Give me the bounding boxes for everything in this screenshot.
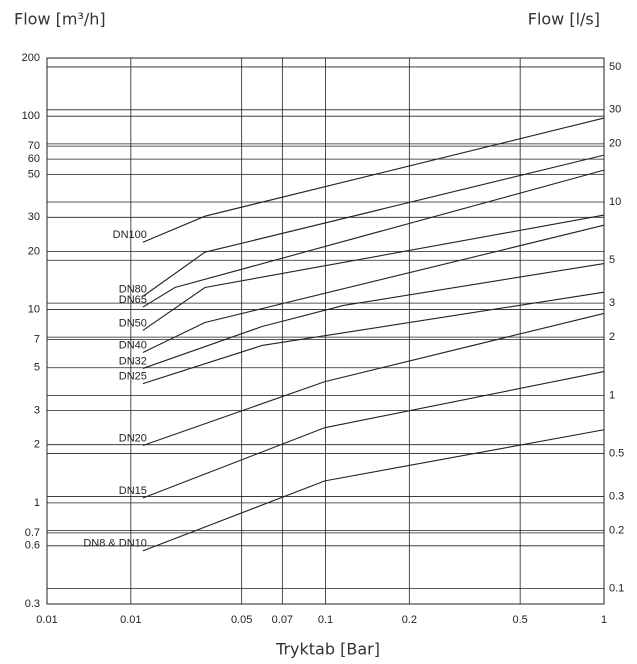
y-tick-label: 30 <box>28 211 40 223</box>
y2-tick-label: 30 <box>609 104 621 116</box>
right-axis-title: Flow [l/s] <box>528 10 600 29</box>
series-line <box>142 262 605 369</box>
series-label: DN40 <box>119 339 147 351</box>
y-tick-label: 1 <box>34 497 40 509</box>
y-tick-label: 7 <box>34 333 40 345</box>
y-tick-label: 70 <box>28 140 40 152</box>
y2-tick-label: 2 <box>609 331 615 343</box>
y2-tick-label: 1 <box>609 389 615 401</box>
y-tick-label: 0.7 <box>25 527 40 539</box>
x-tick-label: 0.2 <box>402 614 417 626</box>
y2-tick-label: 0.1 <box>609 583 624 595</box>
series-line <box>142 291 605 385</box>
series-line <box>142 224 605 353</box>
series-label: DN65 <box>119 294 147 306</box>
series-label: DN20 <box>119 432 147 444</box>
y2-tick-label: 10 <box>609 196 621 208</box>
y-tick-label: 50 <box>28 168 40 180</box>
series-label: DN100 <box>113 229 147 241</box>
left-axis-title: Flow [m³/h] <box>14 10 106 29</box>
x-tick-label: 0.01 <box>120 614 141 626</box>
y-tick-label: 60 <box>28 153 40 165</box>
series-label: DN25 <box>119 371 147 383</box>
series-line <box>142 117 605 243</box>
series-line <box>142 429 605 552</box>
series-line <box>142 371 605 499</box>
series-label: DN80 <box>119 283 147 295</box>
x-tick-label: 0.1 <box>318 614 333 626</box>
y2-tick-label: 0.3 <box>609 490 624 502</box>
y-tick-label: 0.3 <box>25 598 40 610</box>
y-tick-label: 200 <box>22 52 40 64</box>
series-label: DN32 <box>119 355 147 367</box>
y-tick-label: 100 <box>22 110 40 122</box>
y2-tick-label: 50 <box>609 61 621 73</box>
series-label: DN8 & DN10 <box>83 538 147 550</box>
series-line <box>142 154 605 297</box>
x-axis-title: Tryktab [Bar] <box>275 640 380 659</box>
x-tick-label: 0.07 <box>272 614 293 626</box>
y-tick-label: 2 <box>34 439 40 451</box>
y-tick-label: 5 <box>34 362 40 374</box>
series-line <box>142 169 605 308</box>
y-tick-label: 3 <box>34 405 40 417</box>
series-line <box>142 312 605 447</box>
x-tick-label: 0.05 <box>231 614 252 626</box>
y2-tick-label: 20 <box>609 138 621 150</box>
y-tick-label: 10 <box>28 303 40 315</box>
x-tick-label: 0.01 <box>36 614 57 626</box>
series-label: DN15 <box>119 485 147 497</box>
x-tick-label: 1 <box>601 614 607 626</box>
y2-tick-label: 3 <box>609 297 615 309</box>
x-tick-label: 0.5 <box>513 614 528 626</box>
series-label: DN50 <box>119 317 147 329</box>
y2-tick-label: 0.2 <box>609 524 624 536</box>
y2-tick-label: 5 <box>609 254 615 266</box>
y-tick-label: 20 <box>28 245 40 257</box>
series-line <box>142 214 605 331</box>
y-tick-label: 0.6 <box>25 540 40 552</box>
y2-tick-label: 0.5 <box>609 447 624 459</box>
